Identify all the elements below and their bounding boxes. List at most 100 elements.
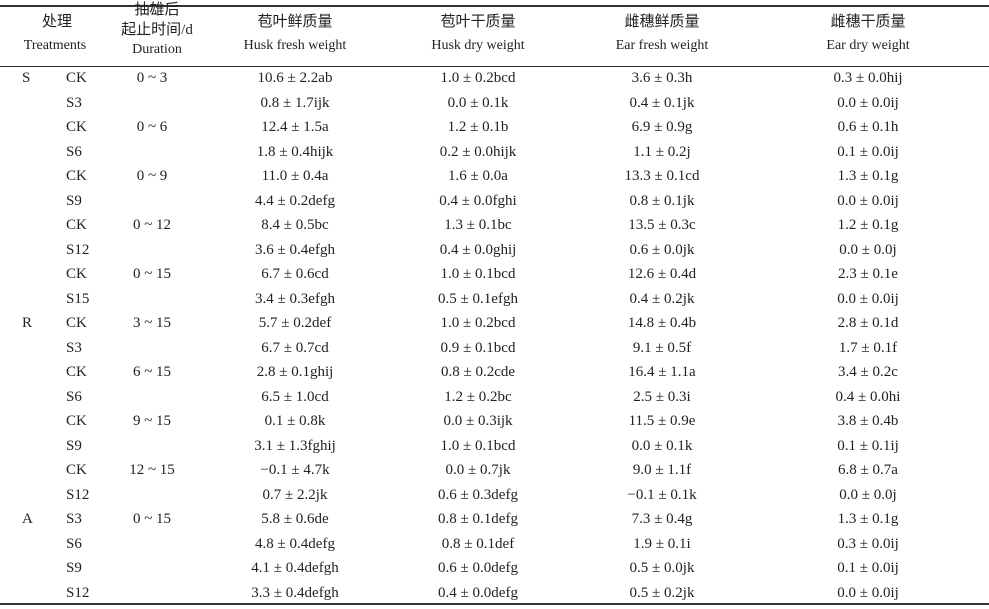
data-cell: 5.8 ± 0.6de xyxy=(261,511,329,527)
data-cell: 0.1 ± 0.1ij xyxy=(837,437,899,454)
data-cell: 0.0 ± 0.3ijk xyxy=(443,413,513,429)
treatment-label: S6 xyxy=(66,388,82,405)
data-cell: 0.4 ± 0.2jk xyxy=(629,290,695,307)
duration-label: 3 ~ 15 xyxy=(132,315,172,331)
data-cell: 13.3 ± 0.1cd xyxy=(624,168,700,184)
data-cell: 0.0 ± 0.7jk xyxy=(445,462,511,478)
data-cell: 1.1 ± 0.2j xyxy=(633,143,691,160)
data-cell: 2.3 ± 0.1e xyxy=(838,266,898,282)
data-cell: 0.0 ± 0.0ij xyxy=(837,94,899,111)
header-en: Ear fresh weight xyxy=(615,38,709,53)
duration-label: 12 ~ 15 xyxy=(129,462,175,478)
data-cell: 12.6 ± 0.4d xyxy=(627,266,697,282)
duration-label: 0 ~ 3 xyxy=(136,70,168,86)
data-cell: 0.8 ± 0.2cde xyxy=(440,364,516,380)
data-cell: 3.1 ± 1.3fghij xyxy=(254,437,336,454)
treatment-label: CK xyxy=(66,462,87,478)
data-cell: 1.2 ± 0.1b xyxy=(447,119,509,135)
data-cell: 0.0 ± 0.1k xyxy=(631,437,693,454)
data-cell: 9.1 ± 0.5f xyxy=(632,339,692,356)
data-cell: 1.0 ± 0.2bcd xyxy=(440,315,516,331)
data-cell: 0.1 ± 0.0ij xyxy=(837,560,899,576)
data-cell: 1.3 ± 0.1bc xyxy=(444,217,512,233)
data-cell: 1.0 ± 0.1bcd xyxy=(440,266,516,282)
data-cell: 0.1 ± 0.8k xyxy=(264,413,326,429)
treatment-label: S12 xyxy=(66,584,90,601)
data-cell: 2.5 ± 0.3i xyxy=(633,388,691,405)
header-cn: 处理 xyxy=(41,14,73,30)
data-cell: 0.5 ± 0.0jk xyxy=(629,560,695,576)
treatment-label: CK xyxy=(66,217,87,233)
header-cn: 起止时间/d xyxy=(121,22,193,38)
data-cell: 0.5 ± 0.2jk xyxy=(629,584,695,601)
header-cn: 苞叶干质量 xyxy=(440,14,516,30)
duration-label: 0 ~ 12 xyxy=(132,217,172,233)
header-cn: 苞叶鲜质量 xyxy=(257,14,333,30)
top-rule xyxy=(0,5,989,7)
data-cell: 0.3 ± 0.0ij xyxy=(837,535,899,552)
duration-label: 0 ~ 15 xyxy=(132,266,172,282)
data-cell: 0.8 ± 0.1jk xyxy=(629,192,695,209)
treatment-label: S6 xyxy=(66,535,82,552)
data-cell: 3.3 ± 0.4defgh xyxy=(251,584,339,601)
data-cell: 0.4 ± 0.0hi xyxy=(835,388,901,405)
data-cell: 2.8 ± 0.1ghij xyxy=(256,364,334,380)
header-en: Husk fresh weight xyxy=(243,38,347,53)
data-cell: 3.4 ± 0.3efgh xyxy=(255,290,335,307)
data-cell: 0.5 ± 0.1efgh xyxy=(438,290,518,307)
treatment-label: CK xyxy=(66,119,87,135)
header-cn: 雌穗鲜质量 xyxy=(624,14,700,30)
data-cell: 0.0 ± 0.1k xyxy=(447,94,509,111)
data-cell: 3.4 ± 0.2c xyxy=(838,364,898,380)
treatment-label: S12 xyxy=(66,241,90,258)
data-cell: 3.6 ± 0.4efgh xyxy=(255,241,335,258)
treatment-label: CK xyxy=(66,315,87,331)
data-cell: 1.3 ± 0.1g xyxy=(837,511,899,527)
treatment-label: CK xyxy=(66,70,87,86)
data-cell: 0.0 ± 0.0ij xyxy=(837,584,899,601)
data-cell: 6.8 ± 0.7a xyxy=(838,462,898,478)
treatment-label: CK xyxy=(66,266,87,282)
data-cell: 0.8 ± 0.1def xyxy=(441,535,515,552)
header-cn: 雌穗干质量 xyxy=(830,14,906,30)
group-label: S xyxy=(22,70,31,86)
data-cell: 0.0 ± 0.0j xyxy=(839,486,897,503)
data-cell: −0.1 ± 4.7k xyxy=(260,462,330,478)
treatment-label: CK xyxy=(66,364,87,380)
data-cell: 4.8 ± 0.4defg xyxy=(255,535,335,552)
data-cell: 3.6 ± 0.3h xyxy=(631,70,693,86)
duration-label: 6 ~ 15 xyxy=(132,364,172,380)
data-cell: 0.9 ± 0.1bcd xyxy=(440,339,516,356)
duration-label: 0 ~ 15 xyxy=(132,511,172,527)
data-cell: 0.0 ± 0.0ij xyxy=(837,192,899,209)
treatment-label: S3 xyxy=(66,511,82,527)
treatment-label: S3 xyxy=(66,94,82,111)
data-cell: 6.9 ± 0.9g xyxy=(631,119,693,135)
group-label: R xyxy=(22,315,33,331)
treatment-label: S6 xyxy=(66,143,82,160)
data-cell: 6.5 ± 1.0cd xyxy=(261,388,329,405)
data-cell: 0.4 ± 0.0ghij xyxy=(439,241,517,258)
data-cell: 1.2 ± 0.2bc xyxy=(444,388,512,405)
header-cn: 抽雄后 xyxy=(134,2,180,18)
data-cell: 9.0 ± 1.1f xyxy=(632,462,692,478)
data-cell: 1.2 ± 0.1g xyxy=(837,217,899,233)
data-cell: 2.8 ± 0.1d xyxy=(837,315,899,331)
data-cell: 0.4 ± 0.0defg xyxy=(438,584,518,601)
header-en: Ear dry weight xyxy=(826,38,910,53)
bottom-rule xyxy=(0,603,989,605)
data-cell: 1.6 ± 0.0a xyxy=(448,168,508,184)
data-cell: 0.2 ± 0.0hijk xyxy=(439,143,517,160)
data-cell: 7.3 ± 0.4g xyxy=(631,511,693,527)
data-cell: 0.8 ± 1.7ijk xyxy=(260,94,330,111)
data-cell: 4.4 ± 0.2defg xyxy=(255,192,335,209)
data-cell: −0.1 ± 0.1k xyxy=(627,486,697,503)
data-cell: 1.9 ± 0.1i xyxy=(633,535,691,552)
data-cell: 1.0 ± 0.1bcd xyxy=(440,437,516,454)
duration-label: 9 ~ 15 xyxy=(132,413,172,429)
data-cell: 0.3 ± 0.0hij xyxy=(833,70,903,86)
data-cell: 14.8 ± 0.4b xyxy=(627,315,697,331)
treatment-label: S15 xyxy=(66,290,90,307)
data-cell: 1.8 ± 0.4hijk xyxy=(256,143,334,160)
